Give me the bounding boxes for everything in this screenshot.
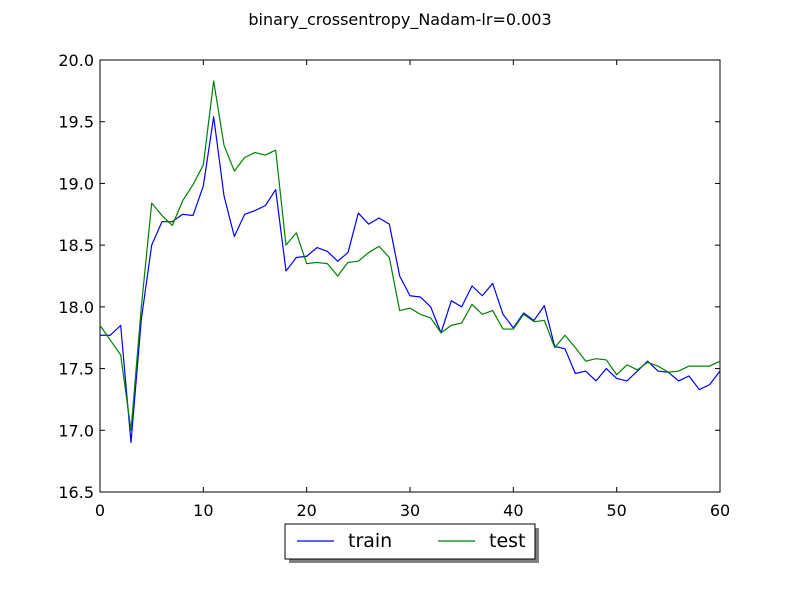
x-tick-label: 20: [296, 501, 316, 520]
series-line-train: [100, 116, 721, 444]
x-tick-label: 10: [193, 501, 213, 520]
x-tick-label: 50: [606, 501, 626, 520]
y-tick-label: 18.0: [58, 298, 94, 317]
legend-label-train: train: [348, 530, 392, 552]
x-tick-label: 30: [400, 501, 420, 520]
y-tick-label: 19.5: [58, 113, 94, 132]
chart-title: binary_crossentropy_Nadam-lr=0.003: [248, 10, 551, 30]
y-tick-label: 18.5: [58, 236, 94, 255]
y-tick-label: 17.0: [58, 421, 94, 440]
plot-frame: [99, 59, 721, 493]
y-tick-label: 19.0: [58, 174, 94, 193]
tick-layer: 0 10 20 30 40 50 60 16.5 17.0 17.5 18.0 18.5 19.0 19.…: [58, 51, 730, 520]
x-tick-label: 60: [710, 501, 730, 520]
y-tick-label: 20.0: [58, 51, 94, 70]
x-tick-label: 40: [503, 501, 523, 520]
plot-area: 0 10 20 30 40 50 60 16.5 17.0 17.5 18.0 18.5 19.0 19.…: [58, 51, 730, 520]
legend: train test: [284, 523, 539, 563]
series-layer: [99, 80, 721, 444]
legend-label-test: test: [489, 530, 526, 552]
series-line-test: [99, 80, 721, 431]
x-tick-label: 0: [95, 501, 105, 520]
y-tick-label: 17.5: [58, 360, 94, 379]
y-tick-label: 16.5: [58, 483, 94, 502]
